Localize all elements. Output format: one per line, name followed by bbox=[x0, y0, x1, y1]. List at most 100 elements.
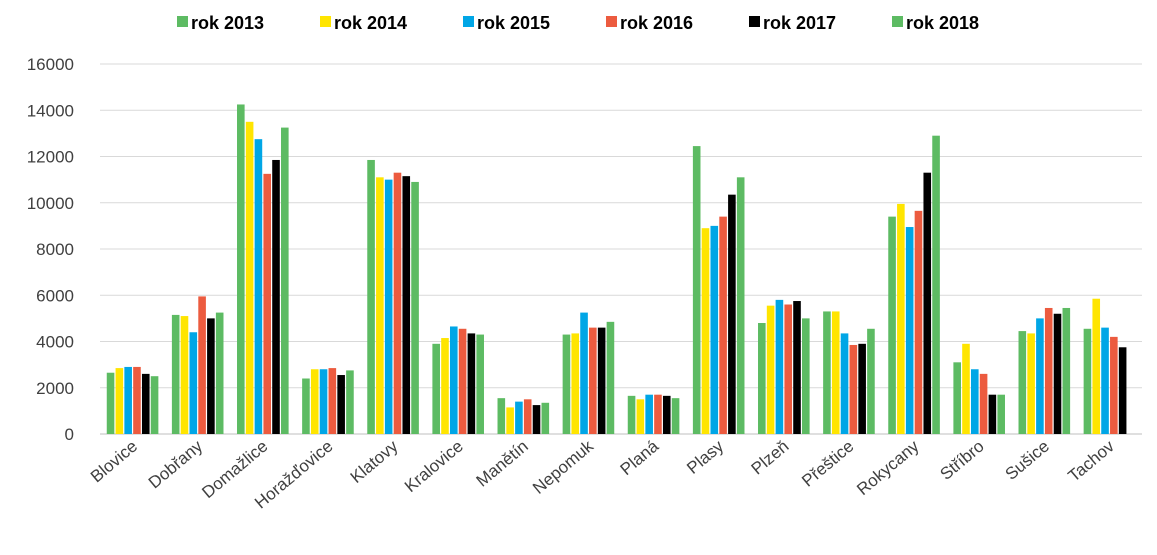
bar bbox=[923, 172, 932, 434]
bar bbox=[654, 394, 662, 434]
bar bbox=[932, 135, 940, 434]
bar bbox=[272, 159, 280, 434]
bar bbox=[180, 316, 189, 434]
x-tick-label: Klatovy bbox=[347, 436, 402, 487]
bar bbox=[376, 177, 384, 434]
bar bbox=[384, 179, 393, 434]
bar bbox=[393, 172, 402, 434]
bar bbox=[141, 373, 150, 434]
bar bbox=[758, 323, 766, 434]
bar bbox=[458, 328, 467, 434]
y-tick-label: 10000 bbox=[27, 194, 74, 213]
bar bbox=[645, 394, 653, 434]
bar bbox=[432, 343, 440, 434]
y-tick-label: 2000 bbox=[36, 379, 74, 398]
bar bbox=[962, 343, 970, 434]
bar bbox=[189, 332, 198, 434]
bar bbox=[237, 104, 245, 434]
bar bbox=[133, 366, 141, 434]
y-tick-label: 8000 bbox=[36, 240, 74, 259]
x-tick-label: Manětín bbox=[473, 437, 532, 491]
bar bbox=[636, 399, 645, 434]
bar bbox=[310, 369, 319, 434]
bar bbox=[888, 216, 896, 434]
bar bbox=[671, 398, 680, 434]
bar bbox=[1083, 328, 1092, 434]
bar bbox=[476, 334, 484, 434]
bar bbox=[662, 395, 671, 434]
bar bbox=[728, 194, 736, 434]
x-tick-label: Planá bbox=[617, 436, 663, 479]
x-tick-label: Dobřany bbox=[145, 436, 207, 492]
x-tick-label: Plasy bbox=[683, 436, 727, 478]
legend-swatch bbox=[749, 16, 760, 27]
bar bbox=[979, 373, 988, 434]
bar bbox=[988, 394, 997, 434]
bar bbox=[523, 399, 532, 434]
bar bbox=[823, 311, 831, 434]
bar bbox=[571, 333, 580, 434]
bar bbox=[115, 368, 124, 434]
legend-swatch bbox=[177, 16, 188, 27]
bar bbox=[970, 369, 979, 434]
bar bbox=[441, 338, 449, 434]
bar bbox=[319, 369, 328, 434]
y-tick-label: 6000 bbox=[36, 286, 74, 305]
bar bbox=[215, 312, 224, 434]
bar bbox=[784, 304, 793, 434]
bar bbox=[515, 401, 523, 434]
bar bbox=[1018, 331, 1027, 434]
bar bbox=[207, 318, 215, 434]
bar bbox=[263, 173, 272, 434]
bar bbox=[328, 368, 337, 434]
bar bbox=[449, 326, 458, 434]
bar bbox=[701, 228, 710, 434]
bar bbox=[802, 318, 810, 434]
x-tick-label: Tachov bbox=[1065, 436, 1119, 485]
bar bbox=[245, 121, 254, 434]
x-tick-label: Rokycany bbox=[853, 436, 923, 499]
bar bbox=[1053, 313, 1062, 434]
bar bbox=[506, 407, 514, 434]
bar bbox=[997, 394, 1005, 434]
legend-label: rok 2014 bbox=[334, 13, 407, 33]
bar bbox=[719, 216, 727, 434]
bar bbox=[840, 333, 849, 434]
bar bbox=[302, 378, 310, 434]
bar bbox=[1092, 298, 1101, 434]
bar bbox=[1101, 327, 1109, 434]
bar bbox=[337, 375, 345, 434]
bar bbox=[905, 227, 914, 434]
y-tick-label: 16000 bbox=[27, 55, 74, 74]
x-tick-label: Stříbro bbox=[936, 437, 987, 484]
bar bbox=[281, 127, 289, 434]
bar bbox=[532, 405, 541, 434]
legend-label: rok 2017 bbox=[763, 13, 836, 33]
bar bbox=[497, 398, 506, 434]
legend-swatch bbox=[463, 16, 474, 27]
bar bbox=[589, 327, 597, 434]
bar bbox=[867, 328, 875, 434]
y-tick-label: 0 bbox=[65, 425, 74, 444]
bar bbox=[402, 176, 411, 434]
legend-label: rok 2015 bbox=[477, 13, 550, 33]
bar bbox=[1036, 318, 1044, 434]
bar bbox=[775, 299, 784, 434]
legend-label: rok 2018 bbox=[906, 13, 979, 33]
bar bbox=[736, 177, 745, 434]
x-tick-label: Nepomuk bbox=[529, 436, 597, 498]
y-tick-label: 12000 bbox=[27, 148, 74, 167]
legend-label: rok 2016 bbox=[620, 13, 693, 33]
x-tick-label: Sušice bbox=[1002, 437, 1053, 484]
bar bbox=[793, 301, 801, 434]
bar bbox=[1110, 336, 1118, 434]
bar bbox=[367, 159, 375, 434]
x-tick-label: Plzeň bbox=[748, 437, 793, 479]
bar bbox=[692, 146, 701, 434]
bar bbox=[627, 395, 636, 434]
bar bbox=[150, 376, 159, 434]
bar bbox=[766, 305, 775, 434]
bar bbox=[562, 334, 571, 434]
bar bbox=[1062, 307, 1071, 434]
